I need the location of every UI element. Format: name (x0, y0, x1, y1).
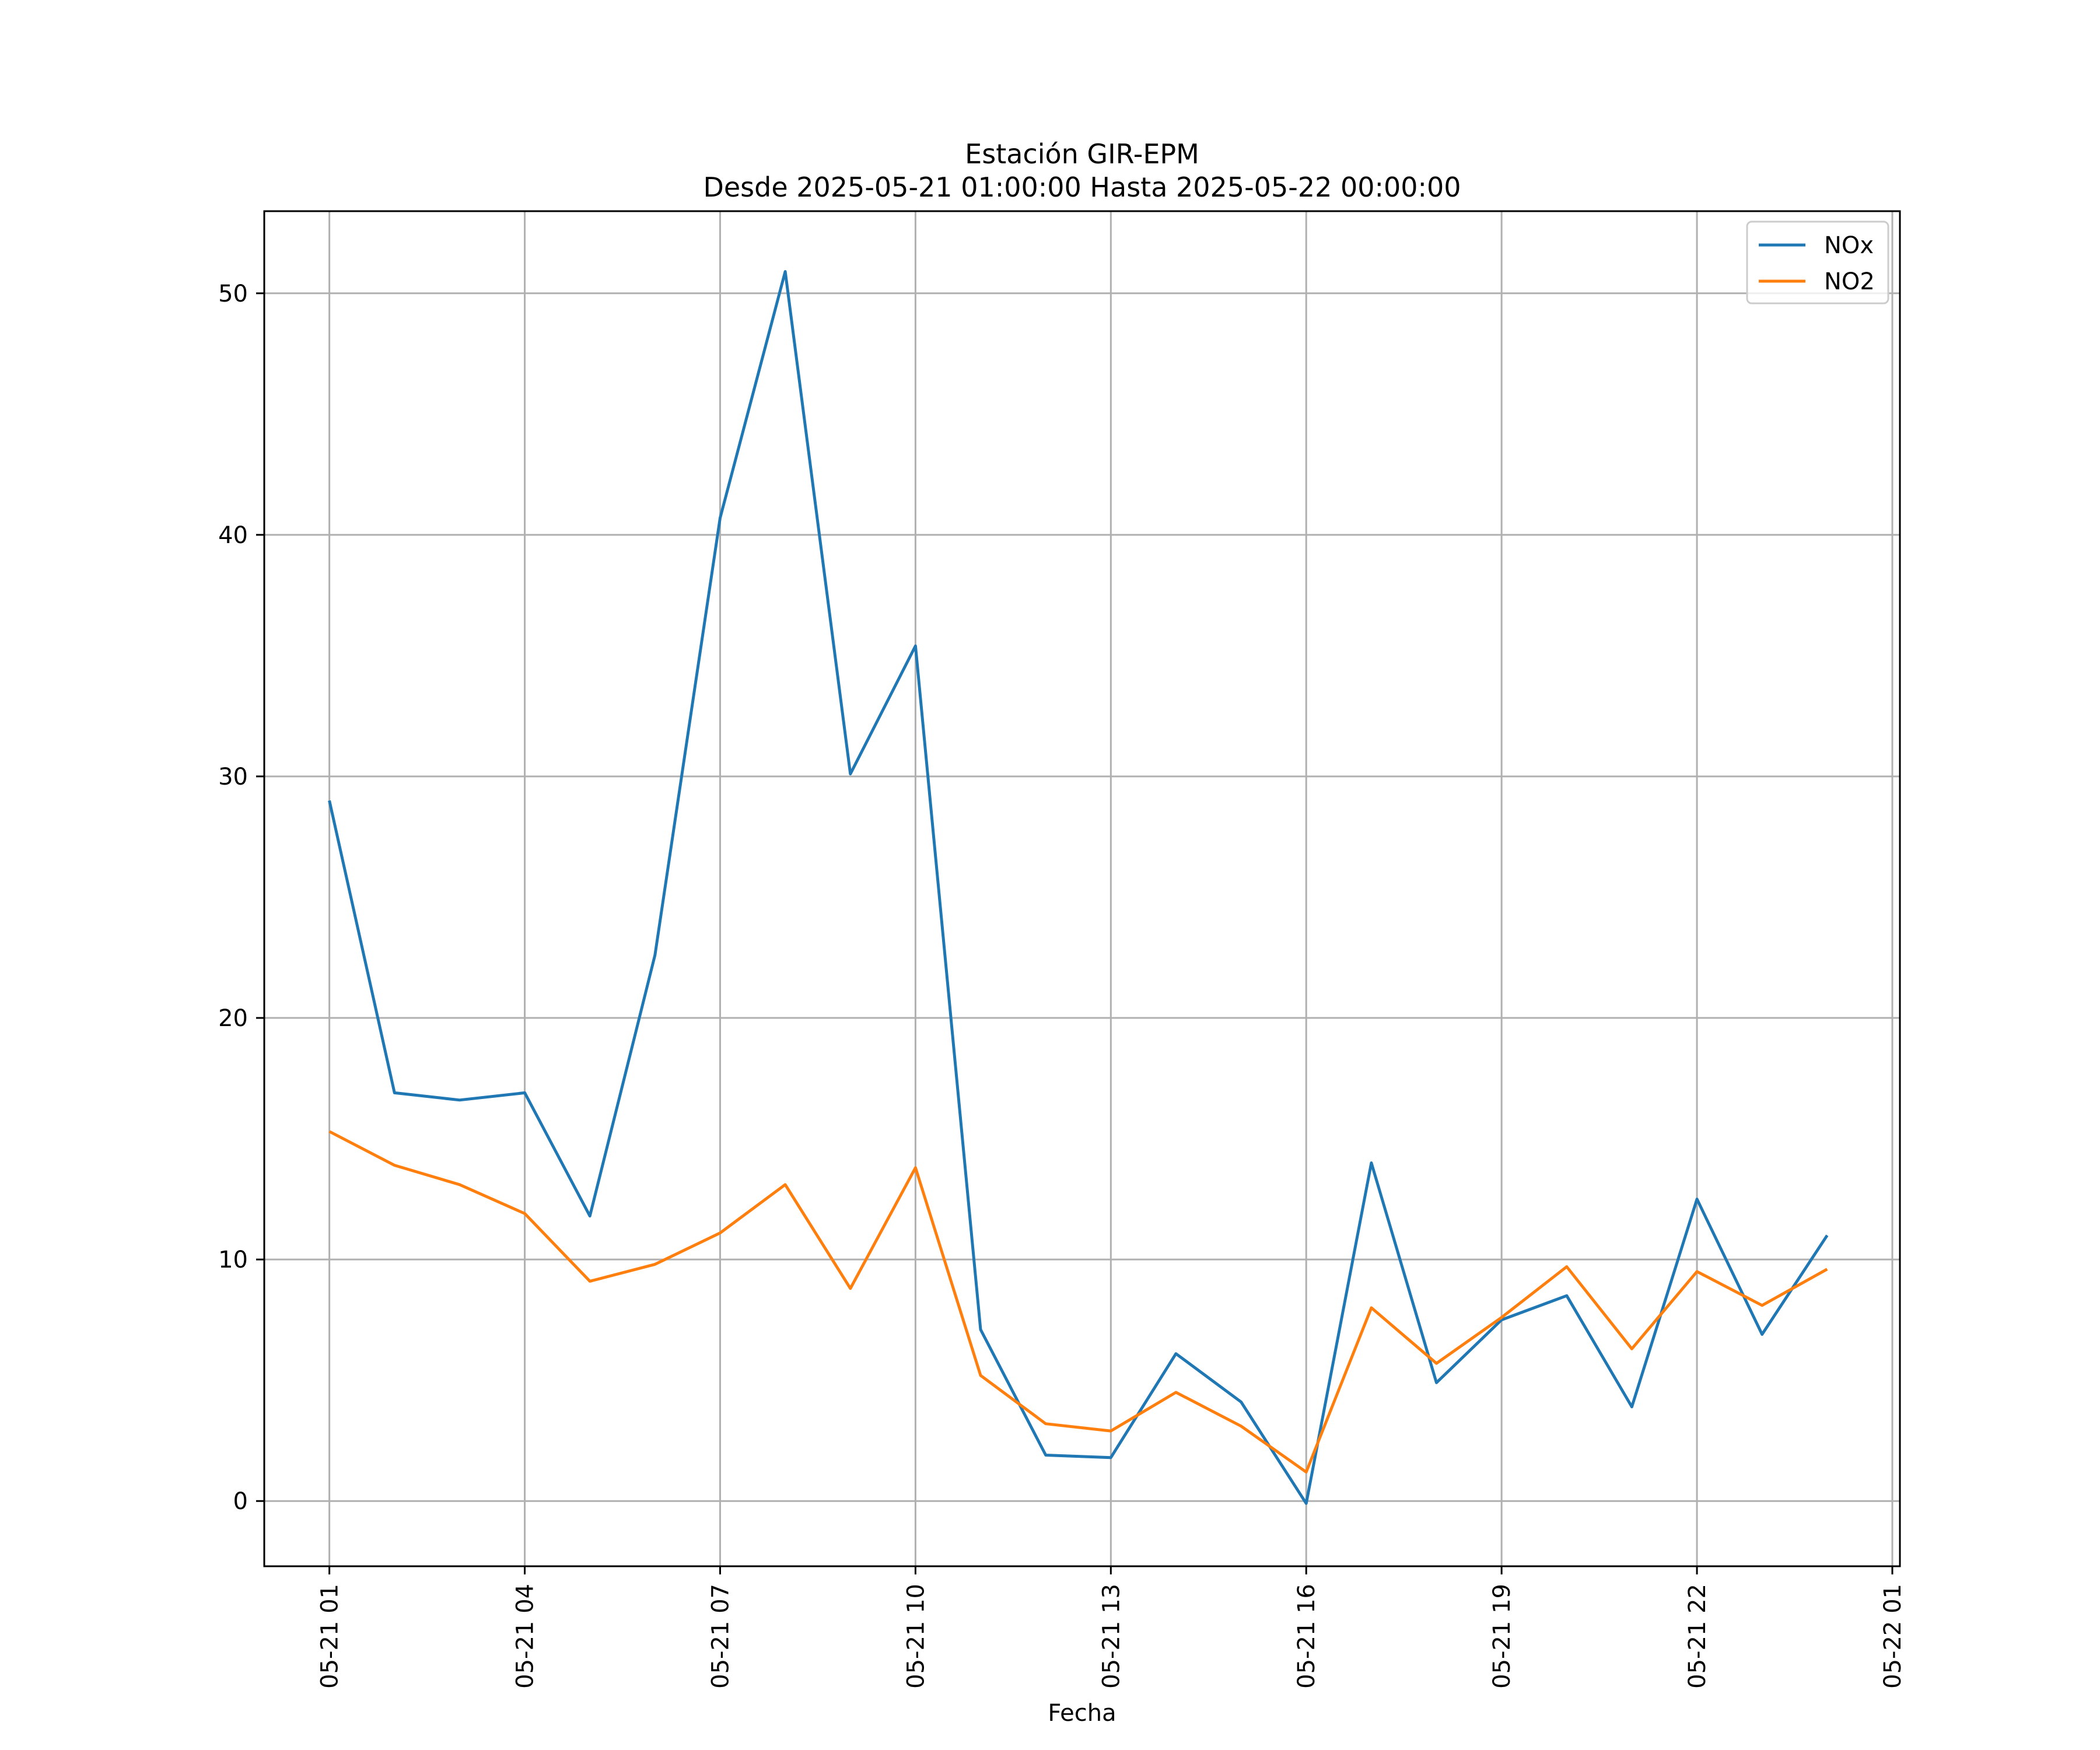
x-tick-label: 05-21 22 (1684, 1584, 1711, 1689)
chart-subtitle: Desde 2025-05-21 01:00:00 Hasta 2025-05-… (703, 172, 1461, 203)
series-line-nox (328, 270, 1829, 1505)
x-tick-label: 05-22 01 (1880, 1584, 1906, 1689)
x-axis-label: Fecha (1048, 1700, 1116, 1727)
plot-frame (263, 210, 1901, 1567)
legend-label-nox: NOx (1824, 232, 1874, 259)
y-tick-label: 0 (233, 1488, 248, 1515)
x-tick-label: 05-21 16 (1293, 1584, 1320, 1689)
x-tick-label: 05-21 04 (512, 1584, 539, 1689)
x-tick-label: 05-21 13 (1098, 1584, 1125, 1689)
y-tick-label: 20 (218, 1005, 248, 1032)
axis-ticks: 0 10 20 30 40 50 05-21 01 05-21 04 05-21 07 05-21… (218, 281, 1906, 1689)
y-tick-label: 40 (218, 522, 248, 549)
legend: NOx NO2 (1746, 220, 1889, 304)
chart-title: Estación GIR-EPM (965, 138, 1199, 170)
legend-label-no2: NO2 (1824, 268, 1875, 295)
x-tick-label: 05-21 10 (902, 1584, 929, 1689)
series-line-no2 (328, 1130, 1828, 1474)
x-tick-label: 05-21 07 (707, 1584, 734, 1689)
grid (264, 211, 1900, 1566)
y-tick-label: 30 (218, 764, 248, 790)
y-tick-label: 10 (218, 1247, 248, 1273)
series-lines (328, 270, 1829, 1505)
x-tick-label: 05-21 19 (1489, 1584, 1516, 1689)
y-tick-label: 50 (218, 281, 248, 307)
legend-box (1746, 220, 1889, 304)
x-tick-label: 05-21 01 (317, 1584, 344, 1689)
